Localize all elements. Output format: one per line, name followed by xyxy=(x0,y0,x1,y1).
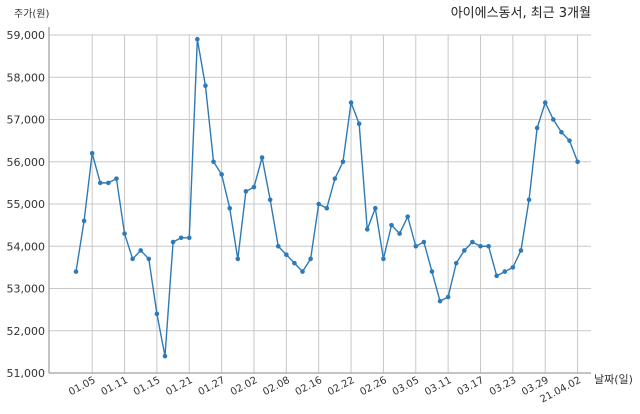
price-point xyxy=(89,151,95,156)
x-tick-label: 02.08 xyxy=(261,375,291,398)
price-point xyxy=(518,248,524,253)
x-tick-label: 03.05 xyxy=(391,375,421,398)
x-axis-title: 날짜(일) xyxy=(594,372,633,386)
price-point xyxy=(178,235,184,241)
price-point xyxy=(348,100,354,105)
price-point xyxy=(154,311,160,317)
price-point xyxy=(114,176,119,181)
price-point xyxy=(462,248,467,253)
x-tick-label: 02.16 xyxy=(294,375,324,398)
x-tick-label: 02.22 xyxy=(326,375,356,398)
y-tick-label: 51,000 xyxy=(7,367,46,380)
price-point xyxy=(534,125,540,131)
y-axis-title: 주가(원) xyxy=(14,8,50,20)
y-tick-label: 59,000 xyxy=(7,29,46,42)
price-point xyxy=(445,294,451,300)
price-point xyxy=(195,36,200,42)
x-tick-label: 01.11 xyxy=(99,375,129,398)
price-point xyxy=(478,243,483,249)
price-point xyxy=(130,256,135,262)
price-point xyxy=(292,260,297,266)
price-point xyxy=(373,205,378,211)
x-tick-label: 01.27 xyxy=(197,375,227,398)
price-point xyxy=(211,159,216,165)
price-point xyxy=(146,256,152,262)
price-point xyxy=(413,243,419,249)
price-point xyxy=(470,239,475,245)
y-tick-label: 56,000 xyxy=(7,156,46,169)
price-point xyxy=(243,189,249,194)
price-point xyxy=(81,218,87,224)
price-point xyxy=(551,117,556,122)
x-tick-label: 03.11 xyxy=(423,375,453,398)
price-point xyxy=(567,138,572,143)
price-point xyxy=(138,248,144,253)
price-point xyxy=(340,159,346,165)
x-tick-label: 02.02 xyxy=(229,375,259,398)
x-tick-label: 01.05 xyxy=(67,375,97,398)
x-tick-label: 01.21 xyxy=(164,375,194,398)
price-series xyxy=(73,36,580,359)
price-point xyxy=(510,265,516,270)
y-tick-label: 58,000 xyxy=(7,71,46,84)
y-tick-label: 55,000 xyxy=(7,198,46,211)
price-point xyxy=(73,269,79,274)
x-tick-label: 03.23 xyxy=(488,375,518,398)
price-point xyxy=(332,176,338,181)
grid-lines xyxy=(49,34,591,374)
price-point xyxy=(421,239,427,245)
price-line xyxy=(75,38,579,357)
price-point xyxy=(203,83,208,88)
price-point xyxy=(300,269,305,274)
price-point xyxy=(356,121,362,127)
price-point xyxy=(542,100,548,105)
price-point xyxy=(575,159,580,165)
price-point xyxy=(324,205,330,211)
price-point xyxy=(284,252,289,257)
x-tick-label: 03.17 xyxy=(455,375,485,398)
price-point xyxy=(170,239,176,245)
price-point xyxy=(364,227,370,232)
price-point xyxy=(559,129,564,135)
price-point xyxy=(316,201,322,207)
price-point xyxy=(219,172,224,177)
y-tick-label: 52,000 xyxy=(7,325,46,338)
axes xyxy=(48,27,591,374)
price-point xyxy=(389,222,394,228)
price-point xyxy=(429,269,435,274)
x-tick-label: 02.26 xyxy=(358,375,388,398)
x-tick-label: 01.15 xyxy=(132,375,162,398)
price-point xyxy=(502,269,508,274)
price-point xyxy=(494,273,499,279)
tick-labels: 51,000 52,000 53,000 54,000 55,000 56,000 57,0… xyxy=(7,29,583,406)
price-point xyxy=(227,205,233,211)
y-tick-label: 54,000 xyxy=(7,240,46,253)
price-point xyxy=(405,214,410,219)
price-point xyxy=(308,256,313,262)
y-tick-label: 53,000 xyxy=(7,283,46,296)
price-point xyxy=(437,298,443,304)
y-tick-label: 57,000 xyxy=(7,114,46,127)
price-point xyxy=(259,155,265,160)
price-point xyxy=(275,243,281,249)
price-point xyxy=(235,256,241,262)
price-point xyxy=(97,180,103,186)
price-point xyxy=(486,243,491,249)
price-point xyxy=(106,180,111,186)
price-point xyxy=(122,231,127,236)
price-point xyxy=(267,197,273,203)
price-point xyxy=(162,353,168,359)
price-point xyxy=(397,231,402,236)
price-point xyxy=(186,235,192,241)
price-point xyxy=(526,197,532,203)
price-point xyxy=(381,256,386,262)
price-point xyxy=(453,260,459,266)
price-point xyxy=(251,184,257,190)
chart-title: 아이에스동서, 최근 3개월 xyxy=(451,6,591,21)
